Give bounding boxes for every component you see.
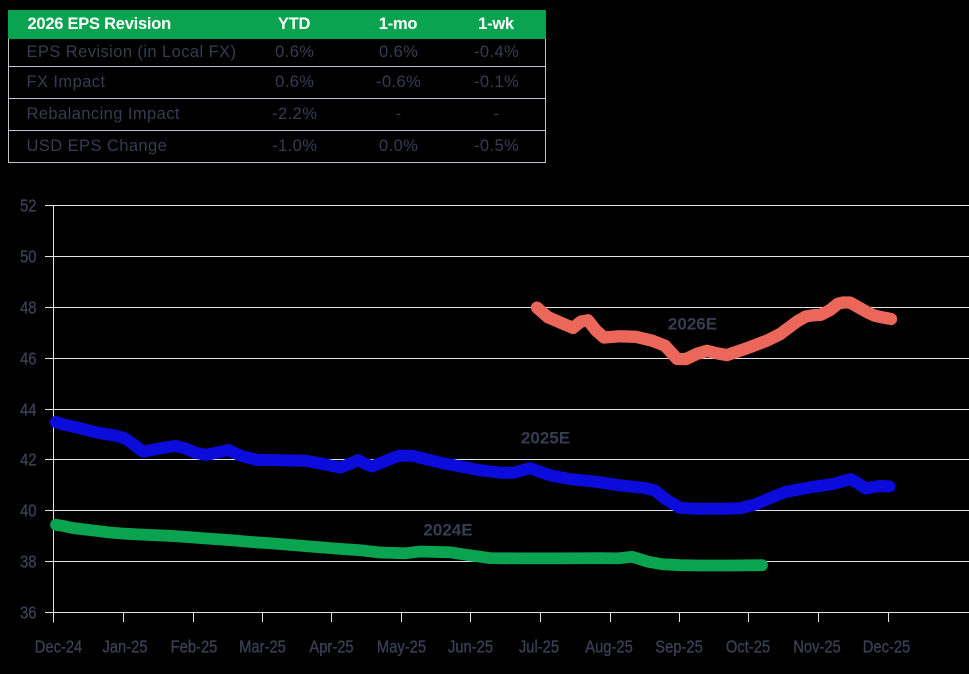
svg-text:2026E: 2026E: [668, 315, 717, 334]
svg-text:May-25: May-25: [377, 637, 426, 657]
svg-text:Apr-25: Apr-25: [309, 637, 353, 657]
svg-text:Aug-25: Aug-25: [585, 637, 633, 657]
svg-text:Oct-25: Oct-25: [726, 637, 770, 657]
svg-text:2024E: 2024E: [423, 521, 472, 540]
svg-text:Jan-25: Jan-25: [102, 637, 147, 657]
svg-text:Jul-25: Jul-25: [519, 637, 559, 657]
svg-text:42: 42: [20, 450, 36, 470]
svg-text:Nov-25: Nov-25: [793, 637, 841, 657]
svg-text:52: 52: [20, 196, 36, 216]
svg-text:46: 46: [20, 349, 36, 369]
svg-text:38: 38: [20, 552, 36, 572]
svg-text:Sep-25: Sep-25: [655, 637, 703, 657]
svg-text:Dec-25: Dec-25: [863, 637, 911, 657]
svg-text:Jun-25: Jun-25: [448, 637, 493, 657]
svg-text:2025E: 2025E: [521, 429, 570, 448]
svg-text:Mar-25: Mar-25: [239, 637, 286, 657]
svg-text:40: 40: [20, 501, 36, 521]
svg-text:Feb-25: Feb-25: [171, 637, 218, 657]
svg-text:Dec-24: Dec-24: [35, 637, 83, 657]
svg-text:36: 36: [20, 603, 36, 623]
svg-text:44: 44: [20, 400, 36, 420]
svg-text:48: 48: [20, 298, 36, 318]
svg-text:50: 50: [20, 247, 36, 267]
